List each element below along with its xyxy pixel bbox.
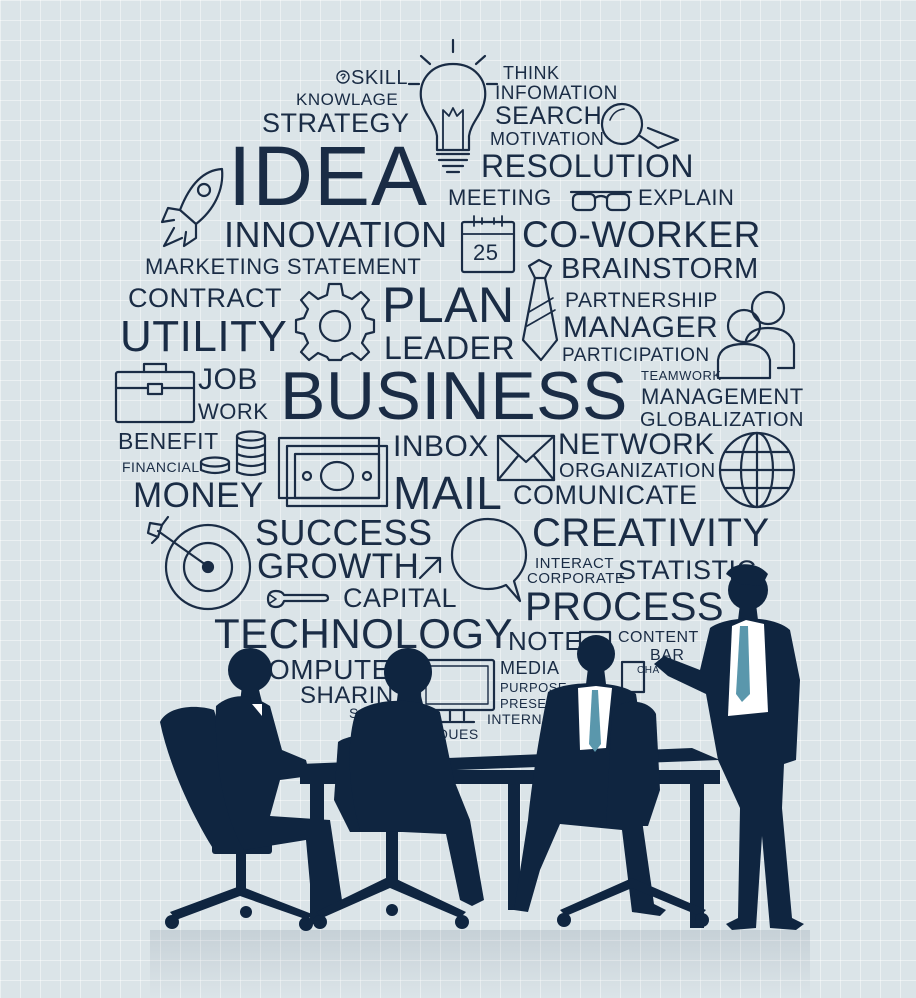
word-contract: CONTRACT (128, 283, 282, 313)
globe-icon (717, 430, 797, 510)
word-leader: LEADER (384, 330, 516, 366)
word-brainstorm: BRAINSTORM (561, 253, 759, 285)
floor-reflection (150, 930, 810, 998)
word-corporate: CORPORATE (527, 570, 626, 587)
word-innovation: INNOVATION (224, 214, 448, 255)
word-search: SEARCH (495, 102, 603, 130)
word-cha: CHA (637, 665, 660, 676)
word-idea: IDEA (228, 129, 429, 223)
word-note: NOTE (508, 626, 583, 656)
word-motivation: MOTIVATION (490, 129, 605, 149)
word-information: INFOMATION (495, 83, 618, 104)
word-creativity: CREATIVITY (532, 511, 770, 555)
word-plan: PLAN (382, 277, 515, 333)
word-benefit: BENEFIT (118, 428, 219, 454)
word-content: CONTENT (618, 629, 699, 646)
word-knowledge: KNOWLAGE (296, 90, 399, 109)
person-standing-presenter (654, 564, 804, 930)
word-comunicate: COMUNICATE (513, 480, 698, 510)
word-teamwork: TEAMWORK (641, 368, 722, 383)
word-think: THINK (503, 63, 560, 83)
word-partnership: PARTNERSHIP (565, 289, 718, 312)
coins-icon (198, 430, 270, 477)
word-computer: OMPUTE (268, 654, 391, 685)
person-seated-middle (349, 648, 484, 906)
word-success: SUCCESS (255, 512, 433, 553)
word-strategy: STRATEGY (262, 108, 410, 138)
rocket-icon (160, 166, 226, 250)
word-meeting: MEETING (448, 185, 552, 210)
word-mail: MAIL (393, 467, 503, 519)
word-inbox: INBOX (393, 430, 489, 463)
word-growth: GROWTH (257, 547, 420, 586)
word-process: PROCESS (525, 585, 725, 629)
word-interact: INTERACT (535, 555, 614, 572)
speech-bubble-icon (448, 515, 528, 605)
word-globalization: GLOBALIZATION (640, 409, 804, 431)
lightbulb-icon (405, 38, 501, 178)
envelope-icon (496, 434, 556, 482)
word-utility: UTILITY (120, 312, 288, 361)
word-manager: MANAGER (563, 311, 719, 344)
gear-icon (294, 280, 376, 362)
word-financial: FINANCIAL (122, 459, 200, 475)
word-present: PRESEN (500, 696, 557, 711)
word-participation: PARTICIPATION (562, 345, 710, 366)
word-internet: INTERN (487, 711, 543, 727)
office-chair-right (557, 701, 709, 927)
word-bar: BAR (650, 647, 685, 664)
word-management: MANAGEMENT (641, 384, 804, 409)
arrow-icon (418, 554, 444, 580)
briefcase-icon (114, 358, 196, 424)
people-icon (716, 288, 798, 382)
glasses-icon (569, 184, 633, 214)
word-capital: CAPITAL (343, 583, 458, 613)
word-business: BUSINESS (280, 358, 628, 434)
word-resolution: RESOLUTION (481, 148, 695, 184)
word-s-fragment: S (349, 705, 359, 721)
calendar-day: 25 (473, 240, 499, 265)
word-organization: ORGANIZATION (559, 460, 716, 482)
question-icon (336, 70, 350, 84)
word-purpose: PURPOSE (500, 680, 568, 695)
word-co-worker: CO-WORKER (522, 214, 761, 255)
wrench-icon (266, 587, 330, 615)
word-money: MONEY (133, 476, 264, 515)
word-technology: TECHNOLOGY (214, 610, 514, 657)
word-marketing-statement: MARKETING STATEMENT (145, 254, 422, 279)
calendar-icon (460, 214, 516, 274)
word-job: JOB (198, 363, 258, 396)
word-explain: EXPLAIN (638, 185, 735, 210)
banknote-icon (277, 436, 389, 508)
word-network: NETWORK (558, 428, 715, 461)
target-icon (146, 515, 252, 613)
word-skill: SKILL (351, 67, 408, 89)
magnifier-icon (598, 98, 684, 154)
word-media: MEDIA (500, 658, 560, 678)
tie-icon (519, 258, 561, 362)
word-work: WORK (198, 399, 269, 424)
